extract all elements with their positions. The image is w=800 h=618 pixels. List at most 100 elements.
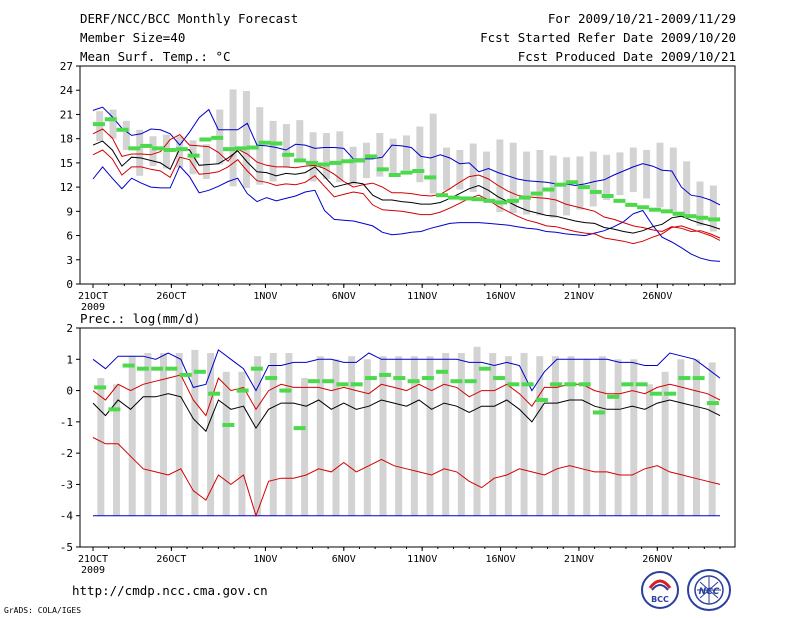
prec-median-mark (578, 382, 591, 387)
prec-box (301, 378, 309, 516)
temp-median-mark (495, 200, 508, 205)
temp-median-mark (577, 185, 590, 190)
temp-median-mark (341, 159, 354, 164)
temp-median-mark (270, 141, 283, 146)
temp-box (109, 109, 117, 139)
temp-median-mark (163, 147, 176, 152)
source-url[interactable]: http://cmdp.ncc.cma.gov.cn (72, 583, 268, 598)
prec-box (598, 356, 606, 516)
temp-x-tick-label: 6NOV (332, 291, 356, 302)
prec-median-mark (307, 379, 320, 384)
prec-median-mark (393, 376, 406, 381)
member-size: Member Size=40 (80, 30, 186, 45)
prec-x-tick-label: 16NOV (485, 554, 515, 565)
temp-min-line (92, 165, 721, 262)
prec-x-tick-label: 26NOV (642, 554, 672, 565)
temp-median-mark (660, 209, 673, 214)
temp-median-mark (708, 217, 721, 222)
temp-box (269, 120, 277, 182)
temp-x-tick-label: 11NOV (407, 291, 437, 302)
temp-box (296, 120, 304, 162)
temp-median-mark (223, 147, 236, 152)
prec-median-mark (236, 388, 249, 393)
temp-box (603, 154, 611, 201)
prec-box (175, 353, 183, 516)
temp-box (709, 185, 717, 232)
prec-median-mark (564, 382, 577, 387)
prec-median-mark (379, 372, 392, 377)
temp-x-tick-label: 21NOV (564, 291, 594, 302)
prec-y-tick-label: -5 (60, 541, 73, 554)
temp-y-tick-label: 21 (60, 108, 73, 121)
temp-box (629, 147, 637, 192)
prec-y-tick-label: 1 (66, 353, 73, 366)
temp-box (496, 139, 504, 213)
prec-box (113, 384, 121, 516)
prec-median-mark (535, 397, 548, 402)
bcc-logo: BCC (641, 571, 679, 609)
prec-x-tick-label: 21OCT (78, 554, 108, 565)
temp-box (376, 133, 384, 177)
prec-median-mark (621, 382, 634, 387)
prec-box (269, 353, 277, 516)
prec-box (426, 356, 434, 516)
temp-median-mark (435, 193, 448, 198)
temp-box (403, 135, 410, 171)
prec-median-mark (208, 391, 221, 396)
temp-box (349, 146, 357, 185)
prec-median-mark (692, 376, 705, 381)
prec-median-mark (350, 382, 363, 387)
temp-median-mark (625, 202, 638, 207)
prec-box (536, 356, 544, 516)
prec-median-mark (122, 363, 135, 368)
temp-median-mark (684, 214, 697, 219)
prec-box (254, 356, 262, 516)
prec-lower-line (92, 437, 721, 518)
temp-median-mark (175, 147, 188, 152)
prec-y-tick-label: -3 (60, 478, 73, 491)
temp-y-tick-label: 6 (66, 230, 73, 243)
prec-median-mark (493, 376, 506, 381)
temp-x-tick-label: 16NOV (485, 291, 515, 302)
temp-box (669, 147, 677, 212)
temp-y-tick-label: 15 (60, 157, 73, 170)
temp-box (136, 129, 144, 176)
prec-x-tick-label: 21NOV (564, 554, 594, 565)
temp-box (443, 147, 451, 191)
temp-box (616, 152, 624, 196)
prec-median-mark (436, 369, 449, 374)
temp-frame (79, 65, 736, 285)
temp-y-tick-label: 18 (60, 133, 73, 146)
temp-box (536, 149, 544, 216)
prec-y-tick-label: -2 (60, 447, 73, 460)
prec-box (614, 359, 622, 516)
temp-box (469, 143, 477, 192)
prec-box (410, 356, 418, 516)
temp-median-mark (554, 182, 567, 187)
temp-y-tick-label: 24 (60, 84, 74, 97)
temp-median-mark (388, 173, 401, 177)
prec-median-mark (649, 391, 662, 396)
temp-box (149, 136, 157, 167)
temp-median-mark (128, 146, 141, 151)
temp-box (229, 89, 237, 187)
prec-box (457, 353, 465, 516)
prec-box (379, 356, 387, 516)
temp-box (362, 142, 370, 179)
temp-median-mark (104, 117, 117, 122)
svg-text:BCC: BCC (651, 595, 669, 604)
ncc-logo: NCC (687, 569, 731, 611)
temp-x-tick-label: 26OCT (156, 291, 186, 302)
temp-median-mark (152, 146, 165, 151)
temp-median-mark (483, 198, 496, 203)
prec-box (144, 353, 152, 516)
temp-median-mark (282, 152, 295, 157)
temp-upper-line (92, 128, 721, 239)
prec-box (473, 346, 481, 516)
prec-x-tick-label: 26OCT (156, 554, 186, 565)
temp-box (456, 149, 464, 190)
temp-box (683, 161, 691, 218)
temp-box (242, 91, 250, 188)
temp-y-tick-label: 0 (66, 278, 73, 291)
